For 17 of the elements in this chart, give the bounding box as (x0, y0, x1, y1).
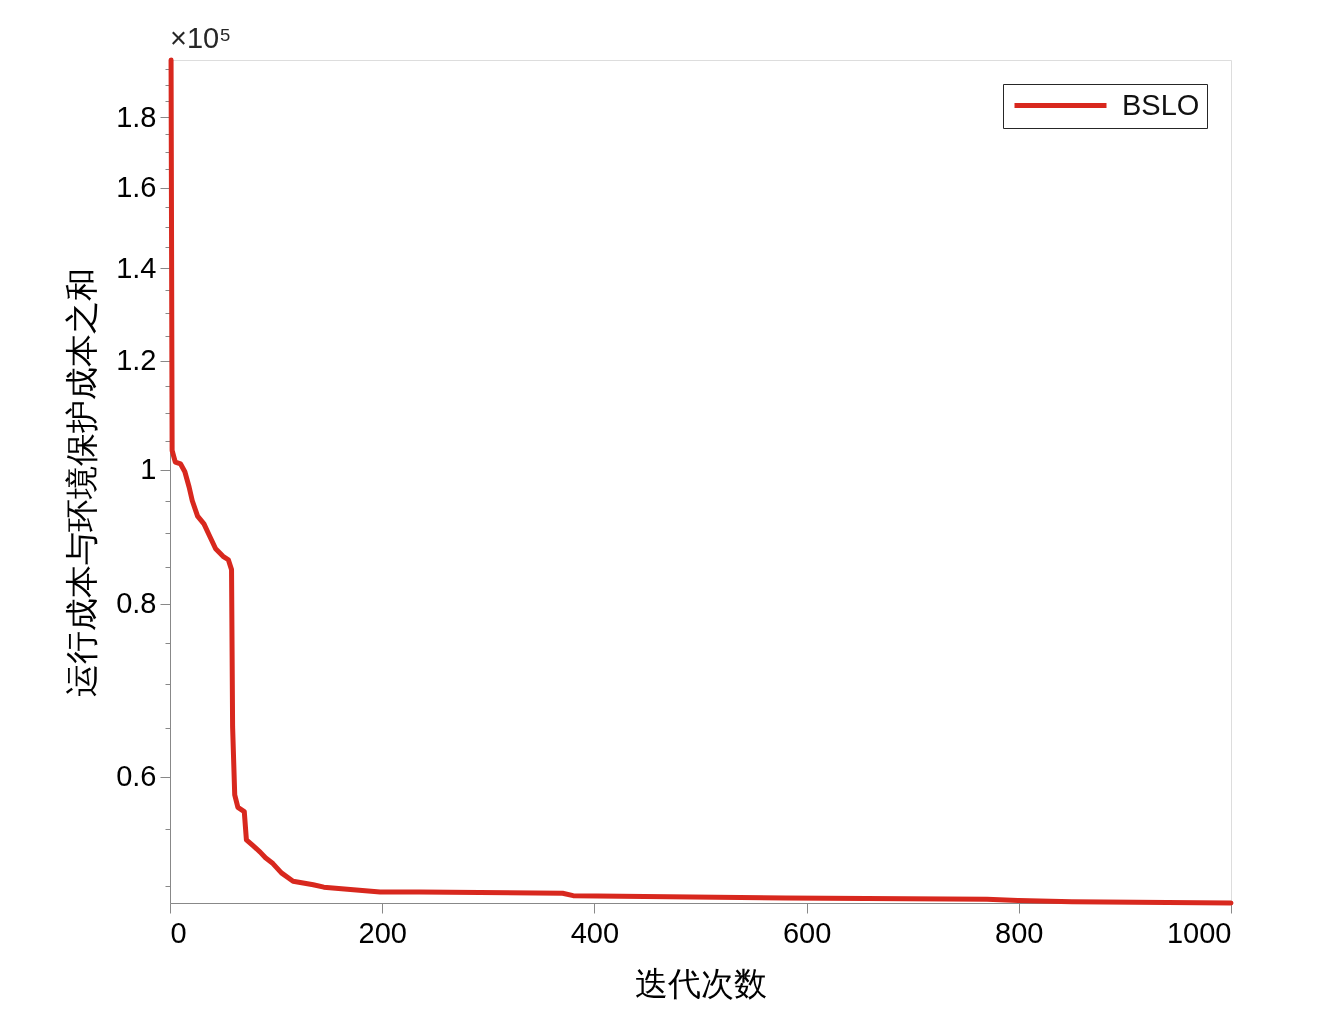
y-tick-label: 0.8 (116, 587, 157, 620)
x-tick-label: 200 (358, 916, 407, 949)
x-tick-label: 600 (782, 916, 832, 949)
y-axis-title: 运行成本与环境保护成本之和 (63, 267, 101, 697)
x-tick-label: 1000 (1166, 916, 1232, 949)
x-axis-title: 迭代次数 (635, 964, 767, 1002)
y-tick-label: 1.6 (116, 171, 157, 204)
x-tick-label: 0 (170, 916, 187, 949)
x-tick-label: 400 (570, 916, 620, 949)
x-tick-label: 800 (995, 916, 1044, 949)
y-tick-label: 1.4 (116, 251, 157, 284)
y-tick-label: 1.8 (116, 100, 157, 133)
y-tick-label: 1.2 (116, 344, 157, 377)
text: ×10⁵ (170, 22, 232, 54)
y-tick-label: 1 (140, 453, 157, 486)
y-tick-label: 0.6 (116, 760, 157, 793)
legend-label: BSLO (1122, 88, 1200, 121)
